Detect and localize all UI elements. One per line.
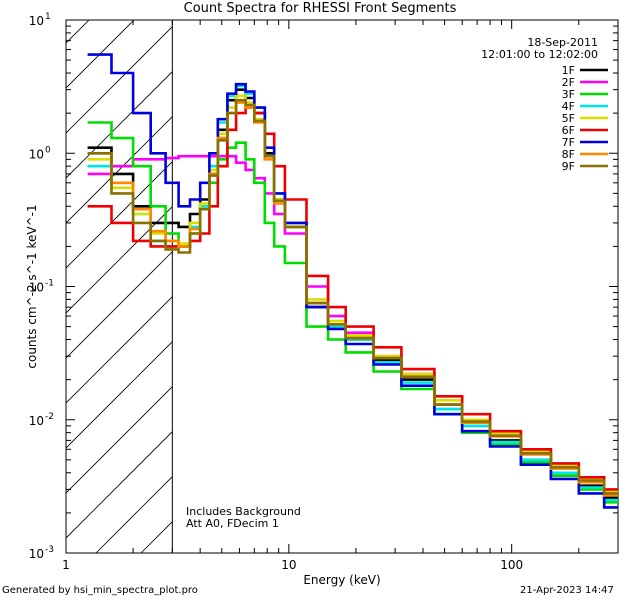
y-tick-exponent: -1 — [45, 279, 54, 289]
legend-label: 1F — [562, 64, 575, 77]
y-tick-label: 10 — [29, 147, 44, 161]
y-tick-label: 10 — [29, 14, 44, 28]
series-line-9f — [87, 98, 618, 495]
legend-label: 2F — [562, 76, 575, 89]
y-tick-label: 10 — [29, 547, 44, 561]
hatch-line — [66, 26, 173, 134]
y-tick-exponent: 1 — [45, 12, 51, 22]
legend-label: 8F — [562, 148, 575, 161]
note-background: Includes Background — [186, 505, 301, 518]
footer-generated-by: Generated by hsi_min_spectra_plot.pro — [2, 585, 198, 596]
legend-label: 9F — [562, 160, 575, 173]
series-line-6f — [87, 106, 618, 491]
x-axis-label: Energy (keV) — [303, 573, 380, 587]
y-tick-exponent: 0 — [45, 145, 51, 155]
y-tick-exponent: -3 — [45, 545, 54, 555]
hatch-line — [0, 0, 111, 553]
hatch-line — [66, 251, 173, 359]
y-tick-label: 10 — [29, 281, 44, 295]
hatch-line — [66, 386, 173, 494]
x-tick-label: 100 — [500, 558, 523, 572]
hatch-line — [66, 431, 173, 539]
x-tick-label: 1 — [62, 558, 70, 572]
y-tick-label: 10 — [29, 414, 44, 428]
hatch-line — [66, 161, 173, 269]
series-line-7f — [87, 53, 618, 509]
x-tick-label: 10 — [281, 558, 296, 572]
series-group — [87, 53, 618, 509]
note-attenuator: Att A0, FDecim 1 — [186, 517, 279, 530]
chart-title: Count Spectra for RHESSI Front Segments — [183, 1, 457, 16]
plot-frame — [65, 19, 619, 554]
hatched-region — [0, 0, 173, 553]
legend-label: 5F — [562, 112, 575, 125]
hatch-line — [66, 296, 173, 404]
legend-label: 3F — [562, 88, 575, 101]
legend-label: 7F — [562, 136, 575, 149]
y-axis-label: counts cm^-2 s^-1 keV^-1 — [25, 204, 39, 368]
legend-label: 4F — [562, 100, 575, 113]
hatch-line — [66, 20, 135, 89]
series-line-3f — [87, 121, 618, 504]
legend-label: 6F — [562, 124, 575, 137]
series-line-5f — [87, 94, 618, 493]
hatch-line — [66, 71, 173, 179]
series-line-2f — [87, 154, 618, 495]
hatch-line — [66, 116, 173, 224]
hatch-line — [66, 206, 173, 314]
hatch-line — [66, 341, 173, 449]
series-line-4f — [87, 84, 618, 502]
annotation-date: 18-Sep-2011 — [527, 36, 598, 49]
y-tick-exponent: -2 — [45, 412, 54, 422]
footer-timestamp: 21-Apr-2023 14:47 — [520, 585, 614, 596]
hatch-line — [95, 476, 173, 553]
annotation-time-range: 12:01:00 to 12:02:00 — [481, 48, 598, 61]
